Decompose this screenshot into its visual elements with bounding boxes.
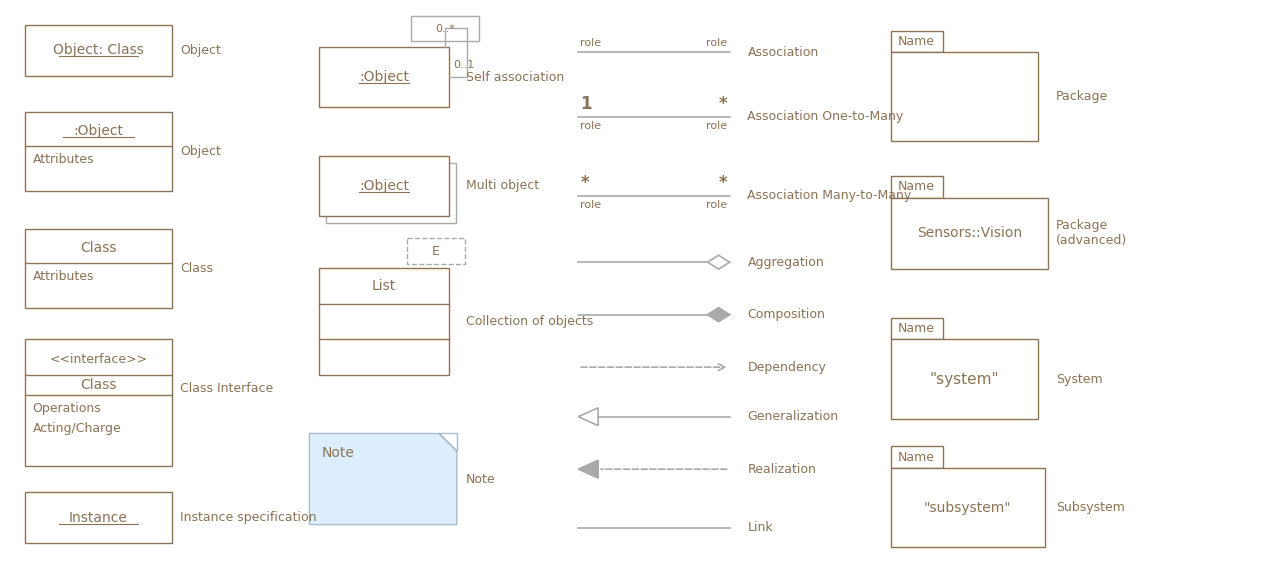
Text: Class: Class: [80, 241, 116, 255]
Text: *: *: [581, 174, 589, 192]
Text: Link: Link: [747, 521, 774, 534]
Text: Package
(advanced): Package (advanced): [1056, 219, 1127, 248]
FancyBboxPatch shape: [891, 198, 1049, 269]
Text: Association One-to-Many: Association One-to-Many: [747, 110, 904, 123]
Text: 1: 1: [581, 95, 592, 113]
Text: Class: Class: [80, 378, 116, 392]
Text: Name: Name: [899, 180, 935, 193]
Text: Object: Class: Object: Class: [53, 43, 144, 58]
Polygon shape: [578, 408, 598, 426]
Polygon shape: [708, 308, 729, 321]
Text: Note: Note: [466, 473, 496, 486]
Text: System: System: [1056, 373, 1103, 386]
Text: Object: Object: [180, 145, 221, 158]
Text: role: role: [581, 121, 602, 130]
FancyBboxPatch shape: [319, 268, 449, 375]
Text: Association Many-to-Many: Association Many-to-Many: [747, 190, 911, 202]
FancyBboxPatch shape: [891, 176, 943, 198]
Text: Association: Association: [747, 46, 819, 59]
Text: Multi object: Multi object: [466, 179, 539, 192]
FancyBboxPatch shape: [406, 239, 464, 264]
Text: List: List: [372, 279, 396, 293]
FancyBboxPatch shape: [891, 30, 943, 52]
Text: <<interface>>: <<interface>>: [49, 352, 148, 365]
Text: role: role: [581, 38, 602, 49]
Text: Self association: Self association: [466, 70, 564, 83]
Text: role: role: [707, 200, 728, 210]
Text: Class: Class: [180, 262, 213, 275]
Text: Note: Note: [322, 446, 355, 460]
FancyBboxPatch shape: [891, 52, 1039, 142]
FancyBboxPatch shape: [891, 340, 1039, 418]
Text: E: E: [432, 245, 439, 258]
Text: Name: Name: [899, 451, 935, 464]
FancyBboxPatch shape: [891, 446, 943, 468]
Text: Composition: Composition: [747, 308, 825, 321]
FancyBboxPatch shape: [319, 156, 449, 215]
Polygon shape: [439, 434, 457, 451]
Text: Package: Package: [1056, 90, 1108, 103]
FancyBboxPatch shape: [319, 47, 449, 107]
Text: :Object: :Object: [360, 70, 409, 84]
Text: Instance: Instance: [69, 510, 127, 525]
Text: Generalization: Generalization: [747, 410, 839, 423]
Text: Operations: Operations: [33, 402, 101, 415]
Text: :Object: :Object: [360, 179, 409, 193]
Text: role: role: [581, 200, 602, 210]
Text: Subsystem: Subsystem: [1056, 501, 1124, 514]
Text: 0..1: 0..1: [453, 60, 475, 70]
Text: :Object: :Object: [73, 125, 124, 139]
Polygon shape: [708, 255, 729, 269]
Text: Object: Object: [180, 44, 221, 57]
Text: role: role: [707, 121, 728, 130]
Text: Attributes: Attributes: [33, 270, 95, 283]
FancyBboxPatch shape: [25, 25, 172, 76]
Text: role: role: [707, 38, 728, 49]
Text: "system": "system": [930, 372, 1000, 386]
Text: Instance specification: Instance specification: [180, 511, 317, 524]
FancyBboxPatch shape: [25, 228, 172, 308]
FancyBboxPatch shape: [327, 163, 456, 223]
Text: Class Interface: Class Interface: [180, 382, 274, 395]
FancyBboxPatch shape: [25, 340, 172, 466]
FancyBboxPatch shape: [891, 318, 943, 340]
Text: Name: Name: [899, 322, 935, 335]
Text: Sensors::Vision: Sensors::Vision: [917, 227, 1022, 240]
Text: "subsystem": "subsystem": [924, 501, 1011, 515]
Text: *: *: [719, 95, 728, 113]
Text: Aggregation: Aggregation: [747, 255, 824, 268]
Polygon shape: [309, 434, 457, 525]
Text: *: *: [719, 174, 728, 192]
Text: Name: Name: [899, 35, 935, 48]
Text: Realization: Realization: [747, 462, 817, 475]
Polygon shape: [578, 460, 598, 478]
FancyBboxPatch shape: [25, 112, 172, 191]
FancyBboxPatch shape: [25, 492, 172, 543]
Text: Dependency: Dependency: [747, 360, 827, 374]
FancyBboxPatch shape: [891, 468, 1045, 547]
Text: Attributes: Attributes: [33, 153, 95, 166]
FancyBboxPatch shape: [411, 16, 478, 41]
Text: 0..*: 0..*: [435, 24, 454, 33]
Text: Acting/Charge: Acting/Charge: [33, 422, 121, 435]
Text: Collection of objects: Collection of objects: [466, 315, 593, 328]
